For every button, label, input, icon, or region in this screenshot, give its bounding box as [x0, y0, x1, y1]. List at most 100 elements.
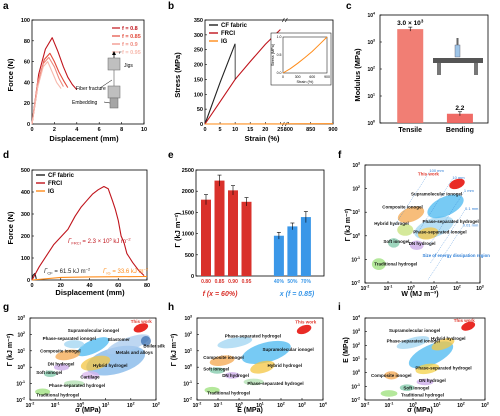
region-label: Phase-separated ionogel	[387, 339, 440, 344]
region-this-work	[449, 178, 465, 190]
region-phase-separated-ionogel	[418, 227, 439, 240]
region-label: Phase-separated ionogel	[43, 336, 96, 341]
panel-i-xtick-label: 101	[433, 402, 441, 410]
panel-h-x-label: E (MPa)	[237, 407, 263, 414]
panel-b-ytick-label: 350	[194, 18, 203, 24]
panel-d-ytick-label: 100	[21, 256, 30, 262]
region-label: Soft ionogel	[383, 239, 409, 244]
region-label: Traditional hydrogel	[401, 393, 444, 398]
panel-letter-h: h	[168, 302, 174, 313]
region-label: DN hydrogel	[222, 373, 249, 378]
panel-g-regions: Metals and alloys Elastomer Supramolecular…	[35, 319, 165, 398]
panel-c-ytick-label: 100	[367, 120, 375, 128]
panel-b-ytick-label: 300	[194, 33, 203, 39]
panel-b-x-label: Strain (%)	[244, 134, 280, 143]
region-label: Cartilage	[80, 375, 100, 380]
panel-b: 0 5 10 15 20 25 800 850 900 0 50 100 150 200 250 300 350…	[173, 17, 338, 143]
panel-e-group-x-label: x (f = 0.85)	[279, 291, 315, 298]
region-this-work	[461, 321, 476, 331]
bar-category-label: 0.95	[242, 279, 252, 285]
panel-i-ytick-label: 104	[352, 315, 360, 323]
region-label: Hybrid hydrogel	[431, 336, 466, 341]
region-label: Hybrid hydrogel	[374, 221, 409, 226]
panel-i: 10-2 10-1 100 101 102 103 10-2 10-1 100 101 102 103…	[343, 315, 489, 415]
bar-category-label: 50%	[287, 279, 298, 285]
region-label: DN hydrogel	[419, 378, 446, 383]
region-label: Supramolecular ionogel	[68, 328, 119, 333]
bar-bending	[446, 113, 473, 123]
panel-e-ytick-label: 0	[191, 274, 194, 280]
panel-b-ytick-label: 250	[194, 48, 203, 54]
panel-i-xtick-label: 10-1	[385, 402, 394, 410]
panel-b-xtick-label: 0	[203, 127, 206, 133]
panel-letter-c: c	[346, 1, 352, 12]
region-label: Elastomer	[108, 337, 130, 342]
region-hybrid-hydrogel	[80, 355, 111, 371]
region-elastomer	[106, 334, 150, 355]
legend-label: IG	[48, 189, 55, 195]
panel-b-ytick-label: 200	[194, 63, 203, 69]
bar-70%	[300, 217, 311, 276]
bar-category-label: 0.80	[201, 279, 211, 285]
region-label: This work	[295, 320, 317, 325]
inset-xtick-label: 900	[324, 75, 330, 79]
panel-d-curve-1	[31, 185, 145, 281]
panel-d-xtick-label: 20	[58, 283, 64, 289]
inset-xtick-label: 300	[295, 75, 301, 79]
panel-i-y-label: E (MPa)	[343, 337, 350, 363]
panel-d-ytick-label: 200	[21, 234, 30, 240]
region-label: Traditional hydrogel	[374, 261, 417, 266]
region-traditional-hydrogel	[35, 388, 51, 396]
region-label: Metals and alloys	[116, 350, 154, 355]
region-supramolecular-ionogel	[76, 337, 110, 357]
bending-setup-icon	[433, 38, 483, 75]
panel-a-xtick-label: 8	[120, 127, 123, 133]
inset-ytick-label: 0.5	[277, 53, 282, 57]
bar-category-label: 40%	[274, 279, 285, 285]
panel-e-ytick-label: 500	[185, 253, 194, 259]
bar-0.90	[228, 190, 238, 276]
panel-d: 0 20 40 60 80 0 100 200 300 400 500 CF fabric FRCI I…	[6, 168, 150, 297]
region-composite-ionogel	[384, 371, 399, 380]
panel-e-axes: 0 500 1000 1500 2000 2500	[182, 168, 325, 280]
panel-h-xtick-label: 101	[256, 402, 264, 410]
panel-b-curve-1	[204, 29, 281, 125]
panel-h-y-label: Γ (kJ m⁻²)	[171, 334, 178, 367]
panel-g-xtick-label: 103	[152, 402, 160, 410]
panel-d-legend: CF fabric FRCI IG	[36, 173, 75, 195]
panel-h-xtick-label: 102	[277, 402, 285, 410]
bar-category-label: 0.85	[215, 279, 225, 285]
panel-c-frame	[379, 14, 489, 124]
contour-line	[428, 226, 463, 280]
panel-h-xtick-label: 10-1	[214, 402, 223, 410]
panel-b-xtick-label: 25	[277, 127, 283, 133]
panel-a-curves	[31, 37, 78, 125]
bar-0.80	[201, 199, 211, 276]
panel-i-xtick-label: 100	[409, 402, 417, 410]
fiber-fracture-label: Fiber fracture	[76, 86, 106, 92]
panel-g-xtick-label: 100	[77, 402, 85, 410]
contour-label: 0.01 mm	[463, 222, 479, 227]
panel-b-ytick-label: 150	[194, 77, 203, 83]
panel-g-frame	[29, 317, 157, 401]
panel-g-ytick-label: 10-2	[16, 397, 25, 405]
panel-d-ytick-label: 500	[21, 168, 30, 174]
panel-c-ytick-label: 101	[367, 93, 375, 101]
panel-c-bars: 3.0 × 103 Tensile 2.2 Bending	[397, 19, 474, 134]
region-dn-hydrogel	[224, 372, 240, 379]
region-supramolecular-ionogel	[241, 340, 291, 364]
panel-i-ytick-label: 101	[352, 356, 360, 364]
panel-g-ytick-label: 100	[17, 364, 25, 372]
panel-f-y-label: Γ (kJ m⁻²)	[345, 209, 352, 242]
panel-a-y-label: Force (N)	[6, 58, 15, 91]
panel-d-curves	[31, 185, 148, 281]
panel-h-ytick-label: 101	[184, 347, 192, 355]
region-composite-ionogel	[55, 349, 81, 361]
panel-d-xtick-label: 60	[115, 283, 121, 289]
region-label: Supramolecular ionogel	[389, 328, 440, 333]
inset-ytick-label: 0.0	[277, 71, 282, 75]
panel-e-y-label: Γ (kJ m⁻²)	[173, 212, 182, 248]
panel-e-frame	[195, 169, 325, 277]
bar-data-label: 2.2	[455, 105, 464, 112]
panel-b-legend: CF fabric FRCI IG	[209, 23, 248, 45]
